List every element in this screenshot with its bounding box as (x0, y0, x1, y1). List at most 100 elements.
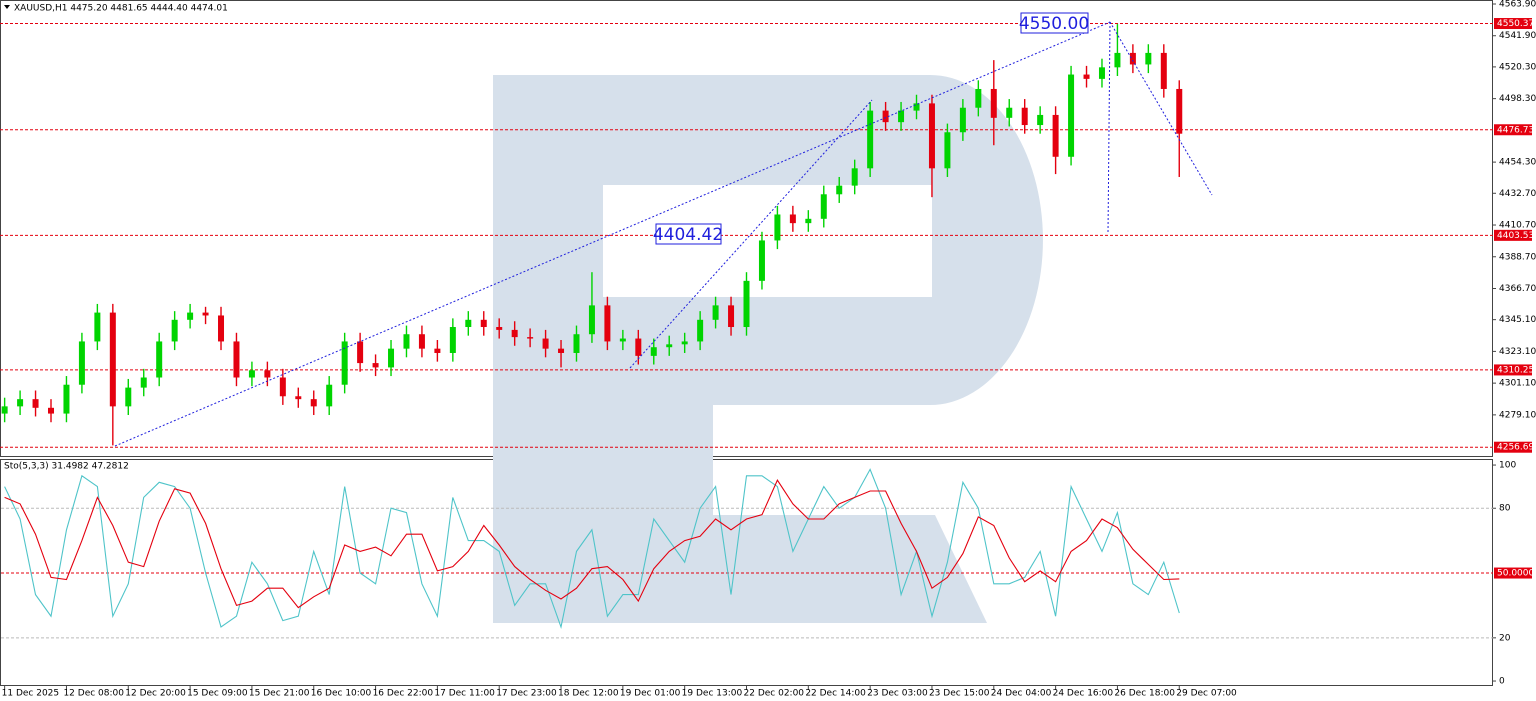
candle-body (187, 312, 194, 320)
candle-body (743, 280, 750, 328)
candle-body (434, 348, 441, 353)
candle-body (357, 341, 364, 364)
y-tick-label: 4432.70 (1499, 189, 1536, 199)
candle-body (140, 377, 147, 388)
candle-body (604, 305, 611, 342)
y-tick-label: 4345.10 (1499, 315, 1536, 325)
candle-body (202, 312, 209, 316)
x-tick-label: 17 Dec 23:00 (496, 689, 557, 699)
x-tick-label: 22 Dec 14:00 (805, 689, 866, 699)
candle-body (1176, 88, 1183, 134)
x-tick-label: 26 Dec 18:00 (1114, 689, 1175, 699)
candle-body (125, 387, 132, 407)
candle-body (851, 168, 858, 186)
candle-body (341, 341, 348, 385)
candle-body (712, 305, 719, 320)
candle-body (975, 88, 982, 108)
candle-body (1052, 114, 1059, 157)
candle-body (17, 399, 24, 407)
candle-body (867, 110, 874, 169)
candle-body (805, 218, 812, 224)
candle-body (836, 185, 843, 195)
price-layer (0, 23, 1493, 639)
candle-body (465, 319, 472, 328)
candle-body (372, 363, 379, 368)
candle-body (1160, 52, 1167, 89)
x-tick-label: 24 Dec 04:00 (991, 689, 1052, 699)
candle-body (774, 214, 781, 241)
candle-body (1, 406, 8, 414)
candle-body (959, 107, 966, 133)
candle-body (619, 338, 626, 342)
candle-body (820, 194, 827, 219)
level-label-box (1494, 364, 1532, 376)
indicator-title: Sto(5,3,3) 31.4982 47.2812 (4, 462, 129, 472)
menu-arrow[interactable] (4, 5, 10, 9)
y-tick-label: 4410.70 (1499, 221, 1536, 231)
annotation-box (655, 223, 722, 245)
x-tick-label: 29 Dec 07:00 (1176, 689, 1237, 699)
candle-body (944, 132, 951, 169)
x-tick-label: 24 Dec 16:00 (1053, 689, 1114, 699)
x-tick-label: 16 Dec 10:00 (311, 689, 372, 699)
y-tick-label: 4366.70 (1499, 284, 1536, 294)
chart-title: XAUUSD,H1 4475.20 4481.65 4444.40 4474.0… (14, 4, 228, 14)
x-tick-label: 19 Dec 01:00 (620, 689, 681, 699)
candle-body (94, 312, 101, 342)
y-tick-label: 80 (1499, 504, 1511, 514)
x-tick-label: 23 Dec 03:00 (867, 689, 928, 699)
candle-body (990, 88, 997, 118)
candle-body (496, 327, 503, 330)
stochastic-line (4, 479, 1180, 609)
candle-body (63, 384, 70, 414)
candle-body (109, 312, 116, 407)
trend-lines (114, 21, 1213, 447)
candle-body (156, 341, 163, 378)
candle-body (1037, 114, 1044, 126)
annotation: 4550.00 (1019, 14, 1089, 34)
y-tick-label: 20 (1499, 633, 1511, 643)
candle-body (264, 370, 271, 378)
candle-body (218, 315, 225, 342)
level-label-box (1494, 441, 1532, 453)
candle-body (310, 399, 317, 407)
candle-body (449, 327, 456, 353)
x-tick-label: 22 Dec 02:00 (744, 689, 805, 699)
candle-body (527, 337, 534, 339)
candle-body (882, 110, 889, 123)
candle-body (1083, 74, 1090, 79)
candle-body (1006, 107, 1013, 118)
trend-line (629, 99, 873, 369)
candle-body (728, 305, 735, 328)
trend-line (1107, 21, 1111, 235)
level-label-box (1494, 124, 1532, 136)
candle-body (681, 341, 688, 345)
candle-body (32, 399, 39, 408)
level-label: 4256.69 (1497, 443, 1534, 453)
y-tick-label: 4454.30 (1499, 158, 1536, 168)
candle-body (248, 370, 255, 378)
level-label-box (1494, 18, 1532, 30)
watermark-leg (713, 515, 987, 623)
candle-body (279, 377, 286, 397)
level-label: 4403.53 (1497, 231, 1534, 241)
level-label: 4476.73 (1497, 125, 1534, 135)
y-tick-label: 0 (1499, 677, 1505, 687)
candle-body (928, 103, 935, 169)
y-tick-label: 4498.30 (1499, 94, 1536, 104)
candle-body (913, 103, 920, 111)
candle-body (511, 329, 518, 338)
trend-line (114, 21, 1111, 447)
x-tick-label: 11 Dec 2025 (2, 689, 60, 699)
y-tick-label: 4388.70 (1499, 252, 1536, 262)
candle-body (1114, 52, 1121, 68)
candle-body (542, 338, 549, 349)
x-tick-label: 12 Dec 08:00 (63, 689, 124, 699)
watermark-logo (493, 75, 1043, 623)
x-tick-label: 12 Dec 20:00 (125, 689, 186, 699)
y-tick-label: 4301.10 (1499, 379, 1536, 389)
x-tick-label: 18 Dec 12:00 (558, 689, 619, 699)
annotation-box (1020, 12, 1089, 34)
